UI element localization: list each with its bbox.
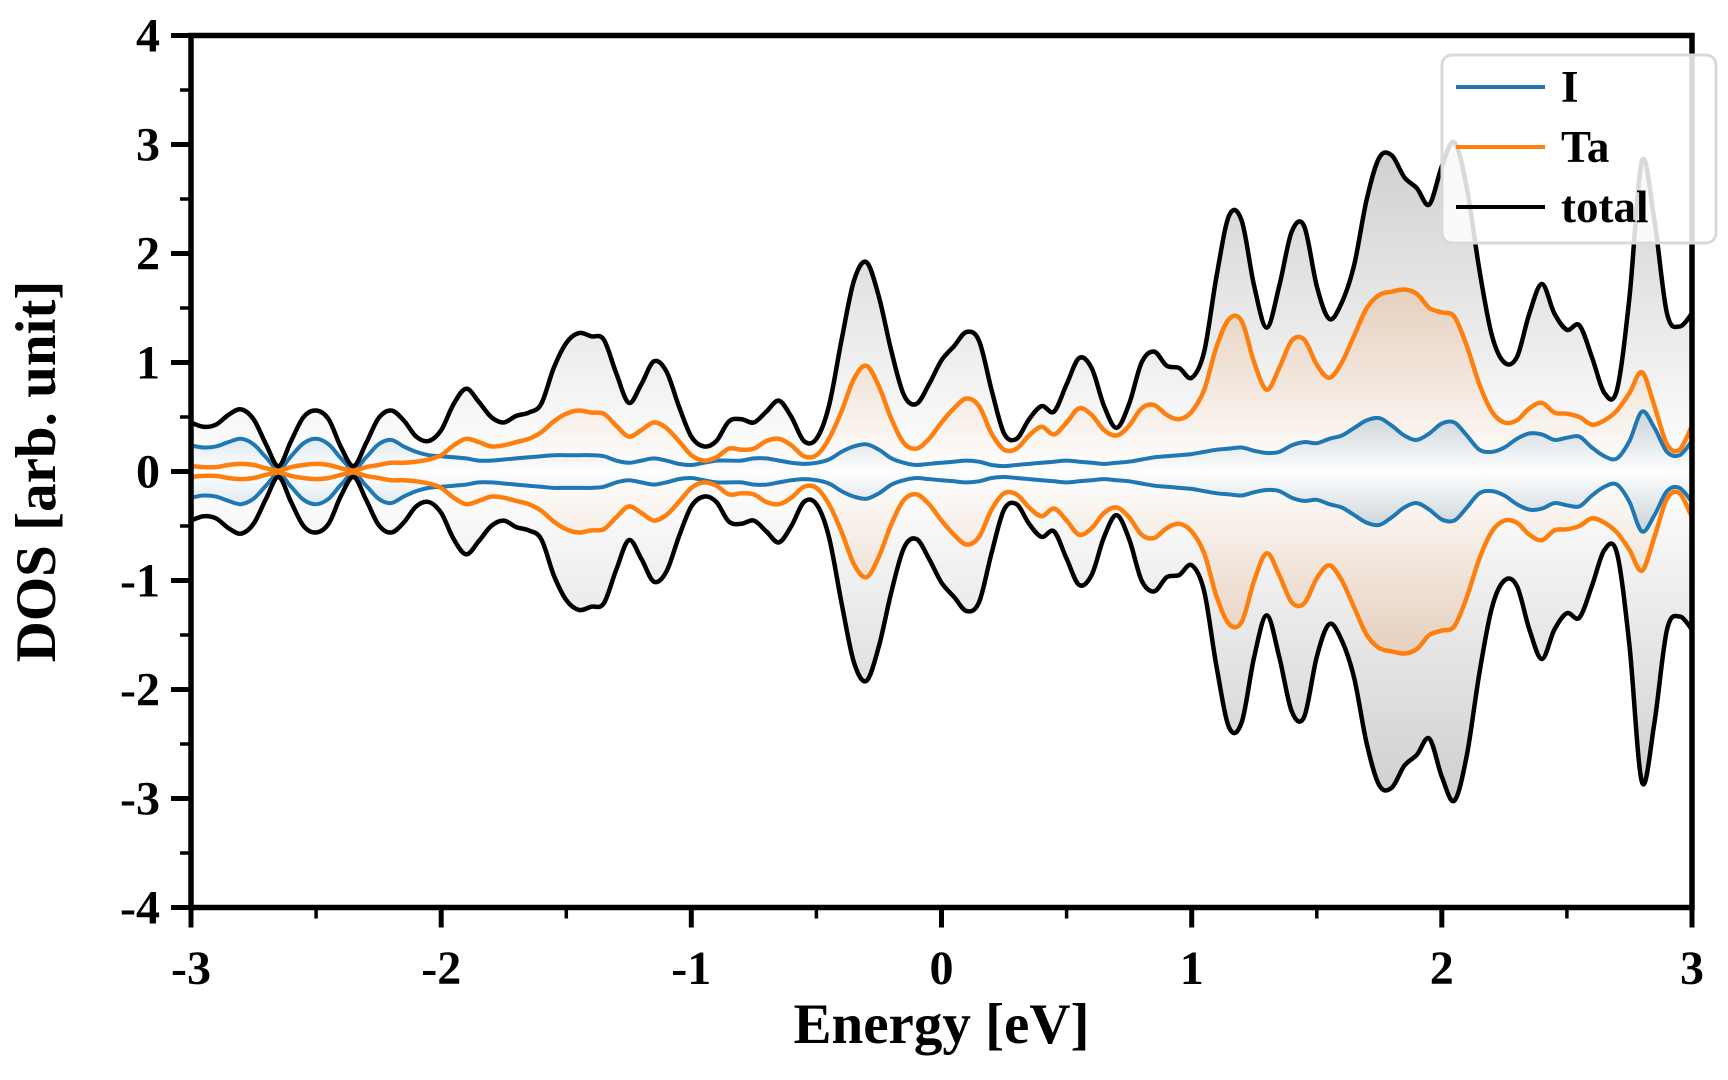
legend-box — [1440, 53, 1718, 245]
y-tick-label: 0 — [136, 446, 160, 499]
y-tick-label: -2 — [120, 664, 160, 717]
x-axis-label: Energy [eV] — [794, 993, 1090, 1056]
legend-entry-total: total — [1456, 182, 1648, 232]
y-tick-label: 1 — [136, 337, 160, 390]
legend-entry-i: I — [1456, 62, 1579, 112]
legend-label-total: total — [1561, 182, 1648, 232]
legend-label-ta: Ta — [1561, 122, 1609, 172]
series-Ta-line-up — [191, 287, 1692, 473]
y-tick-label: -3 — [120, 773, 160, 826]
legend-label-i: I — [1561, 62, 1579, 112]
y-tick-label: 2 — [136, 228, 160, 281]
x-tick-label: 1 — [1180, 942, 1204, 995]
y-tick-label: -1 — [120, 555, 160, 608]
x-tick-label: 3 — [1680, 942, 1704, 995]
x-tick-label: 0 — [930, 942, 954, 995]
x-tick-label: 2 — [1430, 942, 1454, 995]
y-tick-label: 4 — [136, 10, 160, 63]
y-tick-label: -4 — [120, 882, 160, 935]
series-Ta-line-down — [191, 470, 1692, 656]
x-tick-label: -1 — [671, 942, 711, 995]
series-curves — [191, 139, 1692, 804]
axis-ticks — [171, 33, 1695, 928]
series-fills — [191, 141, 1692, 802]
y-axis-label: DOS [arb. unit] — [5, 281, 68, 663]
x-tick-label: -3 — [171, 942, 211, 995]
series-total-fill — [191, 141, 1692, 802]
legend: I Ta total — [1440, 53, 1718, 245]
x-tick-label: -2 — [421, 942, 461, 995]
series-total-line-down — [191, 474, 1692, 804]
legend-entry-ta: Ta — [1456, 122, 1609, 172]
y-tick-label: 3 — [136, 119, 160, 172]
